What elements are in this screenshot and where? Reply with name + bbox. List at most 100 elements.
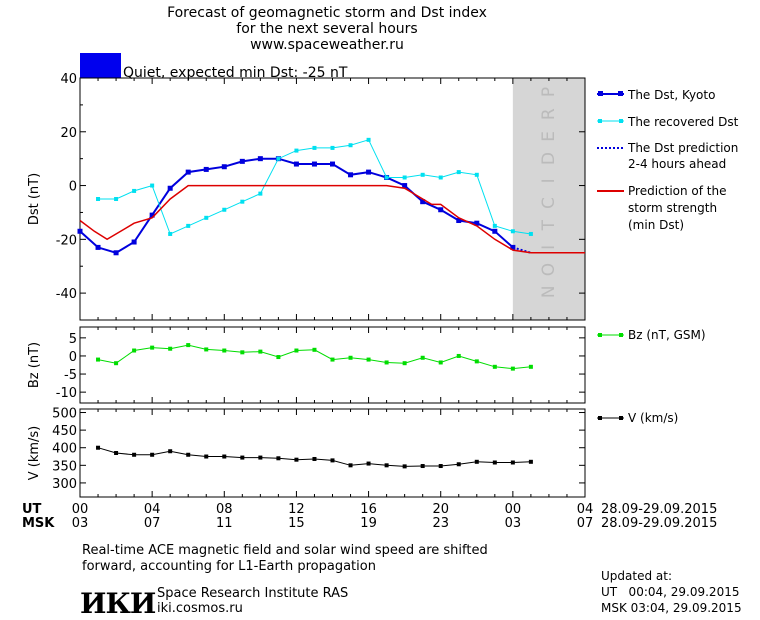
prediction-letter: E (539, 131, 559, 142)
recovered-dst-point (168, 231, 173, 236)
msk-label: MSK (22, 516, 55, 531)
bz-point (384, 360, 389, 365)
recovered-dst-point (240, 199, 245, 204)
panel-frame (79, 77, 586, 321)
legend-label-v: V (km/s) (628, 411, 678, 425)
dst-kyoto-point (474, 220, 480, 226)
y-tick-label: 400 (52, 442, 77, 457)
v-point (402, 464, 407, 469)
y-tick-label: -20 (56, 233, 77, 248)
y-tick-label: 450 (52, 424, 77, 439)
recovered-dst-point (150, 183, 155, 188)
dst-kyoto-point (420, 199, 426, 205)
bz-point (474, 359, 479, 364)
recovered-dst-point (276, 156, 281, 161)
institute-url: iki.cosmos.ru (157, 601, 243, 616)
recovered-dst-point (132, 188, 137, 193)
v-point (96, 445, 101, 450)
v-point (474, 459, 479, 464)
dst-panel: P RED I CT I ON 40 20 0 -20 -40 Dst (nT) (27, 72, 586, 321)
recovered-dst-point (222, 207, 227, 212)
y-tick-label: -5 (64, 368, 77, 383)
legend-label-recovered: The recovered Dst (627, 115, 739, 129)
y-axis-label: Bz (nT) (27, 342, 42, 388)
v-point (222, 454, 227, 459)
bz-point (438, 360, 443, 365)
ut-tick-label: 16 (360, 502, 377, 517)
y-tick-label: 0 (69, 350, 77, 365)
prediction-letter: N (539, 285, 559, 298)
dst-kyoto-line (79, 157, 514, 254)
iki-logo: ИКИ (80, 587, 156, 620)
bz-point (222, 348, 227, 353)
prediction-letter: I (539, 245, 559, 250)
ut-label: UT (22, 502, 42, 517)
status-color-swatch (80, 53, 121, 78)
recovered-dst-point (186, 223, 191, 228)
v-point (114, 451, 119, 455)
dst-kyoto-point (221, 164, 227, 170)
recovered-dst-point (474, 172, 479, 177)
msk-date-range: 28.09-29.09.2015 (601, 516, 717, 531)
dst-kyoto-point (185, 169, 191, 175)
v-point (528, 459, 533, 464)
dst-kyoto-point (348, 172, 354, 178)
recovered-dst-point (420, 172, 425, 177)
recovered-dst-point (384, 175, 389, 180)
v-point (438, 464, 443, 469)
recovered-dst-point (96, 197, 101, 201)
ut-tick-label: 12 (288, 502, 305, 517)
ut-tick-label: 08 (216, 502, 233, 517)
bz-point (402, 361, 407, 366)
status-text: Quiet, expected min Dst: -25 nT (123, 65, 348, 81)
recovered-dst-point (528, 231, 533, 236)
panel-frame (79, 326, 586, 404)
v-point (258, 455, 263, 460)
recovered-dst-point (330, 145, 335, 150)
msk-tick-label: 19 (360, 516, 377, 531)
bz-point (114, 361, 119, 366)
legend-label-strength-2: storm strength (628, 201, 717, 215)
prediction-letter: T (539, 219, 559, 231)
y-tick-label: 300 (52, 477, 77, 492)
v-point (510, 460, 515, 465)
dst-kyoto-point (492, 228, 498, 234)
bz-point (420, 355, 425, 360)
ut-tick-label: 00 (72, 502, 89, 517)
v-point (132, 452, 137, 457)
ut-tick-label: 20 (432, 502, 449, 517)
prediction-letter: O (539, 263, 559, 276)
panel-frame (79, 408, 586, 498)
dst-kyoto-point (239, 158, 245, 164)
bz-point (294, 348, 299, 353)
v-point (456, 462, 461, 467)
dst-kyoto-point (77, 228, 83, 234)
recovered-dst-point (294, 148, 299, 153)
dst-kyoto-point (257, 156, 263, 162)
v-point (492, 460, 497, 465)
chart-title-url: www.spaceweather.ru (250, 37, 404, 53)
bz-point (186, 343, 191, 348)
y-tick-label: 20 (60, 126, 77, 141)
updated-label: Updated at: (601, 569, 672, 583)
bz-point (204, 347, 209, 352)
prediction-zone (512, 78, 585, 320)
bz-point (312, 347, 317, 352)
legend-item-prediction: The Dst prediction 2-4 hours ahead (597, 141, 738, 171)
v-point (366, 461, 371, 466)
recovered-dst-point (438, 175, 443, 180)
v-point (276, 456, 281, 461)
legend-item-dst-kyoto: The Dst, Kyoto (597, 88, 715, 102)
msk-tick-label: 07 (577, 516, 594, 531)
recovered-dst-point (456, 170, 461, 175)
bz-point (150, 345, 155, 350)
y-tick-label: 500 (52, 407, 77, 422)
v-point (294, 457, 299, 462)
prediction-letter: P (539, 87, 559, 97)
storm-strength-line (79, 184, 585, 254)
recovered-dst-point (258, 191, 263, 196)
chart-title-line-2: for the next several hours (236, 21, 417, 37)
dst-kyoto-point (402, 183, 408, 189)
msk-tick-label: 15 (288, 516, 305, 531)
